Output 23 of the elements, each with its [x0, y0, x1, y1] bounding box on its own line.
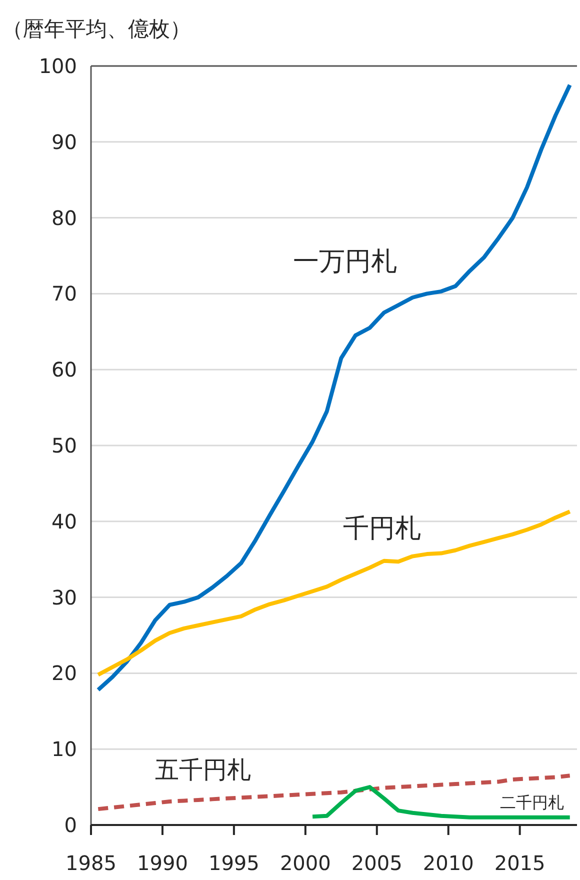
- y-tick-label: 90: [52, 130, 77, 154]
- x-tick-label: 1995: [208, 851, 260, 875]
- x-tick-label: 2005: [351, 851, 402, 875]
- y-tick-label: 100: [38, 54, 77, 78]
- y-tick-label: 80: [52, 206, 77, 230]
- x-tick-label: 2010: [422, 851, 474, 875]
- y-tick-label: 10: [52, 737, 77, 762]
- y-tick-label: 70: [52, 282, 77, 306]
- y-tick-label: 0: [64, 813, 77, 837]
- y-tick-label: 30: [52, 585, 77, 610]
- x-tick-label: 1990: [137, 851, 188, 875]
- y-tick-label: 20: [52, 661, 77, 686]
- y-tick-label: 50: [52, 434, 77, 458]
- series-label: 五千円札: [155, 756, 251, 784]
- series-label: 一万円札: [293, 247, 397, 277]
- y-tick-label: 40: [52, 509, 77, 534]
- y-axis-title: （暦年平均、億枚）: [2, 17, 191, 41]
- series-label: 千円札: [343, 514, 421, 544]
- x-tick-label: 1985: [66, 851, 116, 875]
- x-tick-label: 2000: [280, 851, 331, 875]
- x-tick-label: 2015: [494, 851, 546, 875]
- y-tick-label: 60: [52, 358, 77, 382]
- series-label: 二千円札: [500, 793, 564, 812]
